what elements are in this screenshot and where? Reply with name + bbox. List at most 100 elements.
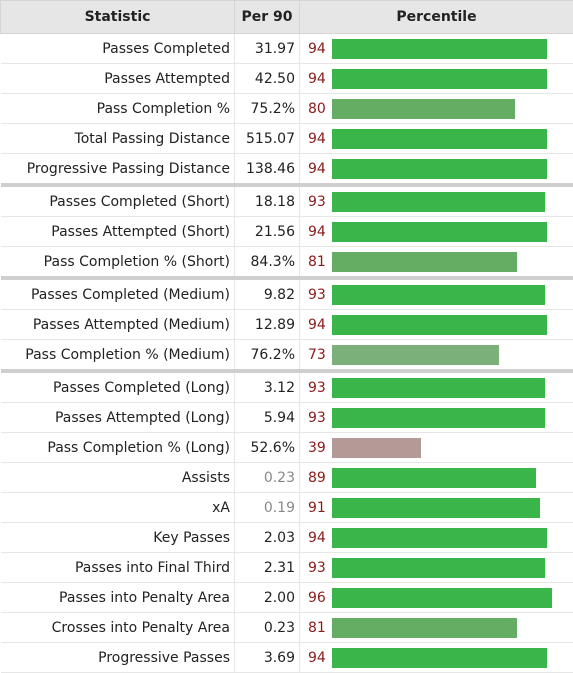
per90-value: 21.56 <box>234 216 300 247</box>
percentile-bar <box>332 557 545 578</box>
percentile-cell: 89 <box>299 462 573 493</box>
per90-value: 76.2% <box>234 339 300 372</box>
percentile-cell: 73 <box>299 339 573 372</box>
percentile-bar <box>332 221 548 242</box>
percentile-bar <box>332 407 545 428</box>
stat-name: Progressive Passes <box>0 642 235 673</box>
per90-value: 75.2% <box>234 93 300 124</box>
stat-name: Assists <box>0 462 235 493</box>
percentile-cell: 93 <box>299 552 573 583</box>
table-row: Key Passes 2.03 94 <box>0 522 573 553</box>
stat-name: Passes Completed <box>0 33 235 64</box>
percentile-value: 93 <box>308 409 326 426</box>
header-statistic[interactable]: Statistic <box>0 0 235 34</box>
percentile-value: 93 <box>308 286 326 303</box>
per90-value: 2.31 <box>234 552 300 583</box>
percentile-value: 94 <box>308 70 326 87</box>
percentile-value: 80 <box>308 100 326 117</box>
header-per90[interactable]: Per 90 <box>234 0 300 34</box>
table-row: Progressive Passing Distance 138.46 94 <box>0 153 573 186</box>
percentile-value: 93 <box>308 379 326 396</box>
stat-name: Passes Attempted <box>0 63 235 94</box>
percentile-cell: 94 <box>299 33 573 64</box>
table-row: Pass Completion % (Long) 52.6% 39 <box>0 432 573 463</box>
percentile-bar-track <box>332 647 561 668</box>
percentile-bar <box>332 587 552 608</box>
percentile-value: 96 <box>308 589 326 606</box>
percentile-cell: 93 <box>299 183 573 217</box>
per90-value: 5.94 <box>234 402 300 433</box>
table-row: Progressive Passes 3.69 94 <box>0 642 573 673</box>
percentile-bar <box>332 68 548 89</box>
percentile-cell: 81 <box>299 612 573 643</box>
table-row: Pass Completion % 75.2% 80 <box>0 93 573 124</box>
stat-name: Pass Completion % <box>0 93 235 124</box>
percentile-value: 93 <box>308 193 326 210</box>
percentile-value: 93 <box>308 559 326 576</box>
table-row: Crosses into Penalty Area 0.23 81 <box>0 612 573 643</box>
percentile-bar <box>332 158 548 179</box>
percentile-bar <box>332 344 500 365</box>
percentile-cell: 94 <box>299 309 573 340</box>
header-percentile[interactable]: Percentile <box>299 0 573 34</box>
percentile-cell: 39 <box>299 432 573 463</box>
percentile-bar-track <box>332 221 561 242</box>
per90-value: 2.03 <box>234 522 300 553</box>
percentile-value: 39 <box>308 439 326 456</box>
stat-name: Progressive Passing Distance <box>0 153 235 186</box>
percentile-bar <box>332 251 518 272</box>
stat-name: Passes into Final Third <box>0 552 235 583</box>
percentile-cell: 94 <box>299 642 573 673</box>
percentile-bar <box>332 377 545 398</box>
per90-value: 52.6% <box>234 432 300 463</box>
stat-name: Passes Attempted (Medium) <box>0 309 235 340</box>
percentile-bar <box>332 98 516 119</box>
table-row: xA 0.19 91 <box>0 492 573 523</box>
percentile-value: 94 <box>308 316 326 333</box>
percentile-cell: 93 <box>299 276 573 310</box>
percentile-bar <box>332 284 545 305</box>
per90-value: 2.00 <box>234 582 300 613</box>
percentile-cell: 94 <box>299 153 573 186</box>
percentile-bar-track <box>332 344 561 365</box>
percentile-bar-track <box>332 467 561 488</box>
percentile-bar <box>332 437 422 458</box>
table-row: Passes Completed (Medium) 9.82 93 <box>0 276 573 310</box>
percentile-value: 81 <box>308 619 326 636</box>
percentile-bar-track <box>332 587 561 608</box>
percentile-value: 73 <box>308 346 326 363</box>
table-row: Assists 0.23 89 <box>0 462 573 493</box>
table-row: Passes Completed (Long) 3.12 93 <box>0 369 573 403</box>
percentile-bar-track <box>332 38 561 59</box>
table-row: Pass Completion % (Short) 84.3% 81 <box>0 246 573 279</box>
percentile-bar-track <box>332 497 561 518</box>
percentile-cell: 96 <box>299 582 573 613</box>
percentile-value: 91 <box>308 499 326 516</box>
percentile-value: 81 <box>308 253 326 270</box>
per90-value: 0.19 <box>234 492 300 523</box>
percentile-value: 94 <box>308 40 326 57</box>
table-row: Passes into Final Third 2.31 93 <box>0 552 573 583</box>
stat-name: xA <box>0 492 235 523</box>
table-row: Passes Attempted (Medium) 12.89 94 <box>0 309 573 340</box>
stat-name: Pass Completion % (Medium) <box>0 339 235 372</box>
percentile-bar <box>332 314 548 335</box>
per90-value: 138.46 <box>234 153 300 186</box>
percentile-bar <box>332 497 541 518</box>
table-row: Passes Attempted 42.50 94 <box>0 63 573 94</box>
per90-value: 0.23 <box>234 462 300 493</box>
percentile-bar-track <box>332 314 561 335</box>
percentile-bar <box>332 647 548 668</box>
percentile-bar-track <box>332 251 561 272</box>
percentile-cell: 81 <box>299 246 573 279</box>
percentile-bar-track <box>332 98 561 119</box>
percentile-bar <box>332 467 536 488</box>
percentile-bar-track <box>332 284 561 305</box>
per90-value: 0.23 <box>234 612 300 643</box>
stat-name: Crosses into Penalty Area <box>0 612 235 643</box>
percentile-bar-track <box>332 158 561 179</box>
per90-value: 3.12 <box>234 369 300 403</box>
percentile-value: 89 <box>308 469 326 486</box>
percentile-cell: 94 <box>299 216 573 247</box>
